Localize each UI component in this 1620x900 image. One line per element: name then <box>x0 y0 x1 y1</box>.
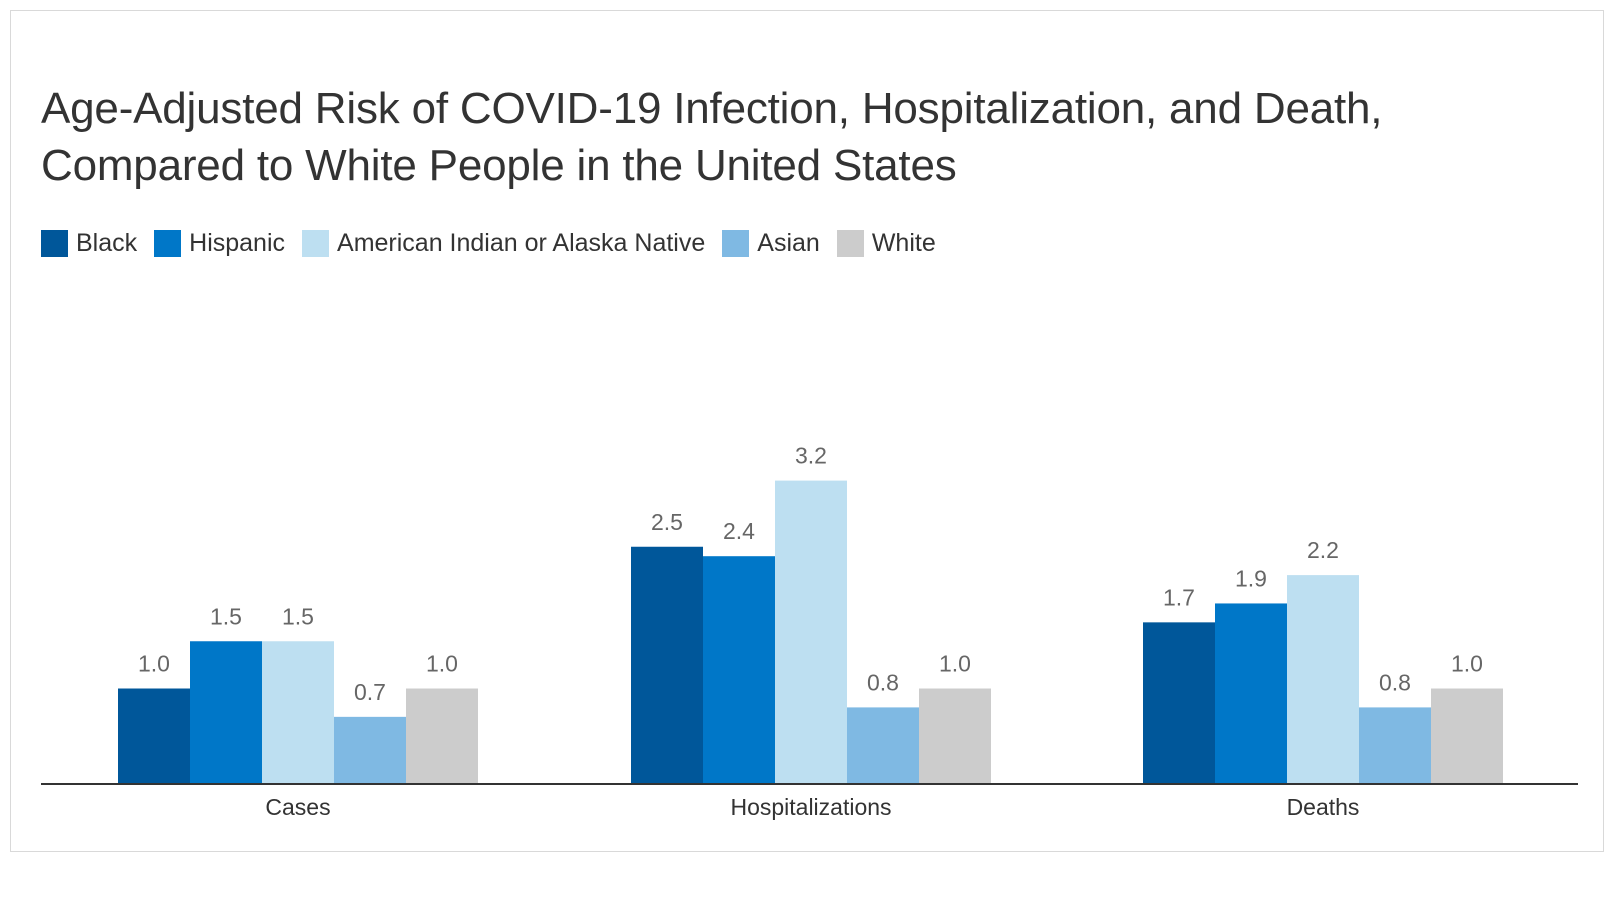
legend-swatch <box>154 229 182 257</box>
legend-swatch <box>836 229 864 257</box>
bar-hispanic-cases <box>190 641 262 783</box>
bar-value-label: 1.0 <box>1451 651 1483 677</box>
category-label: Deaths <box>1287 794 1360 820</box>
bar-value-label: 2.4 <box>723 518 755 544</box>
bar-value-label: 1.0 <box>138 651 170 677</box>
bar-asian-deaths <box>1359 707 1431 783</box>
bar-black-deaths <box>1143 622 1215 783</box>
bar-white-cases <box>406 688 478 783</box>
legend-item: White <box>836 228 936 258</box>
bar-american-indian-or-alaska-native-cases <box>262 641 334 783</box>
category-label: Hospitalizations <box>730 794 891 820</box>
bar-value-label: 1.0 <box>939 651 971 677</box>
bar-hispanic-hospitalizations <box>703 556 775 783</box>
chart-title: Age-Adjusted Risk of COVID-19 Infection,… <box>41 84 1383 190</box>
legend-swatch <box>41 229 68 257</box>
bar-asian-hospitalizations <box>847 707 919 783</box>
bar-american-indian-or-alaska-native-deaths <box>1287 575 1359 783</box>
bar-value-label: 0.7 <box>354 679 386 705</box>
bar-value-label: 1.9 <box>1235 565 1267 591</box>
bar-white-hospitalizations <box>919 688 991 783</box>
bar-white-deaths <box>1431 688 1503 783</box>
legend-label: Black <box>76 228 138 257</box>
legend-label: White <box>871 228 936 257</box>
chart-legend: Black Hispanic American Indian or Alaska N… <box>41 228 953 258</box>
legend-item: American Indian or Alaska Native <box>302 229 705 258</box>
legend-label: Asian <box>757 228 820 257</box>
bar-black-hospitalizations <box>631 546 703 783</box>
legend-item: Asian <box>722 229 820 258</box>
category-label: Cases <box>265 794 330 820</box>
bar-value-label: 1.7 <box>1163 584 1195 610</box>
bar-black-cases <box>118 688 190 783</box>
legend-item: Black <box>41 229 137 258</box>
bar-value-label: 3.2 <box>795 443 827 469</box>
bar-american-indian-or-alaska-native-hospitalizations <box>775 480 847 783</box>
legend-label: American Indian or Alaska Native <box>337 228 706 257</box>
bar-value-label: 2.5 <box>651 509 683 535</box>
bar-value-label: 1.5 <box>210 603 242 629</box>
legend-label: Hispanic <box>189 228 286 257</box>
bar-hispanic-deaths <box>1215 603 1287 783</box>
legend-item: Hispanic <box>154 229 285 258</box>
bar-asian-cases <box>334 716 406 783</box>
bar-value-label: 1.0 <box>426 651 458 677</box>
bar-value-label: 0.8 <box>867 669 899 695</box>
bar-value-label: 0.8 <box>1379 669 1411 695</box>
legend-swatch <box>302 229 330 257</box>
legend-swatch <box>722 229 750 257</box>
bar-value-label: 1.5 <box>282 603 314 629</box>
bar-value-label: 2.2 <box>1307 537 1339 563</box>
